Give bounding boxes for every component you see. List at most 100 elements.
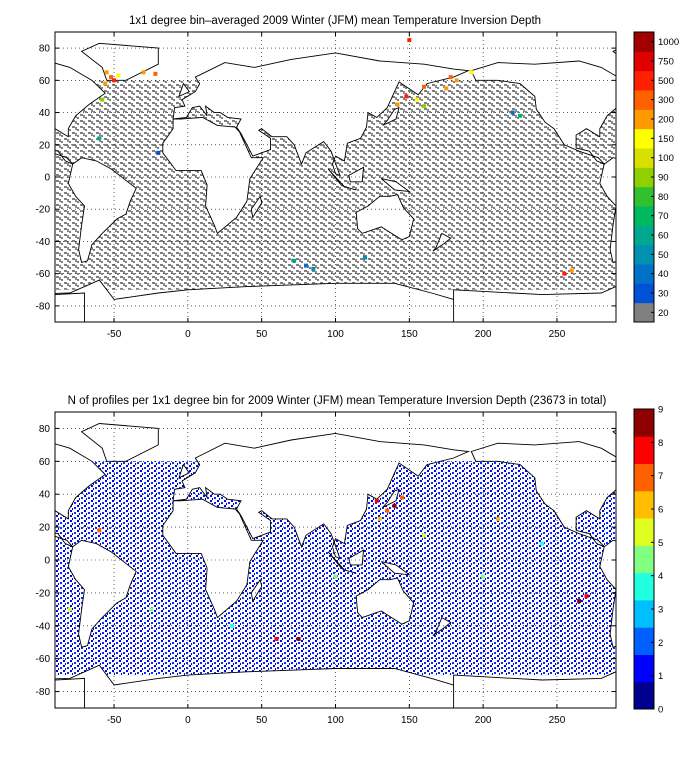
map-top: -50 0 50 100 150 200 250 -80 -60 -40 -20 0 20 40 60 80 [36,31,617,340]
land-mass [348,549,365,566]
land-mass [80,423,159,462]
colorbar-segment [634,654,654,683]
colorbar-label: 3 [658,605,663,616]
colorbar-segment [634,436,654,465]
colorbar-label: 60 [658,231,669,242]
data-bin [422,533,427,538]
colorbar-segment [634,109,654,130]
colorbar-frame [633,408,655,710]
data-bin [377,516,382,521]
land-mass [55,677,85,708]
data-bin [141,70,146,75]
colorbar-label: 20 [658,308,669,319]
y-tick-label: 60 [39,457,51,468]
land-mass [612,429,616,435]
land-mass [55,292,85,322]
land-mass [355,194,415,241]
colorbar-label: 150 [658,134,674,145]
data-bin [469,70,474,75]
data-bin [562,271,567,276]
land-mass [381,178,411,193]
data-bin [481,574,486,579]
colorbar-segment [634,264,654,284]
colorbar-segment [634,463,654,492]
colorbar-label: 1000 [658,37,679,48]
colorbar-segment [634,186,654,207]
x-tick-label: 150 [401,715,418,726]
x-tick-label: 250 [549,329,566,340]
data-bin [148,607,153,612]
colorbar-segment [634,244,654,265]
land-mass [453,671,616,708]
colorbar-bottom: 0 1 2 3 4 5 6 7 8 9 [633,405,663,716]
y-tick-label: -40 [36,237,51,248]
land-mass [348,166,365,183]
y-tick-label: -20 [36,205,51,216]
y-tick-label: -20 [36,588,51,599]
colorbar-label: 2 [658,638,663,649]
x-tick-label: 0 [185,329,191,340]
colorbar-segment [634,283,654,304]
land-mass [80,42,159,81]
data-bin [112,78,117,83]
colorbar-label: 200 [658,115,674,126]
data-bin [97,136,102,141]
x-tick-label: 0 [185,715,191,726]
panel-bottom: N of profiles per 1x1 degree bin for 200… [36,395,664,726]
data-bin [404,94,409,99]
y-tick-label: 20 [39,140,51,151]
colorbar-segment [634,167,654,188]
colorbar-segment [634,681,654,710]
land-mass [178,82,190,98]
x-tick-label: 100 [327,715,344,726]
colorbar-segment [634,206,654,226]
data-bin [363,255,368,260]
land-mass [344,569,357,574]
data-bin [333,574,338,579]
data-bin [495,516,500,521]
data-bin [569,268,574,273]
land-mass [612,49,616,55]
colorbar-label: 90 [658,173,669,184]
data-bin [374,498,379,503]
colorbar-label: 70 [658,211,669,222]
y-tick-label: -80 [36,687,51,698]
data-bin [230,623,235,628]
y-tick-label: 20 [39,523,51,534]
colorbar-label: 6 [658,505,663,516]
land-mass [453,286,616,322]
land-mass [344,186,357,191]
colorbar-segment [634,490,654,519]
land-mass [250,578,263,603]
data-bin [296,636,301,641]
y-tick-label: 40 [39,490,51,501]
data-bin [104,70,109,75]
land-mass [67,157,137,263]
colorbar-label: 0 [658,705,663,716]
colorbar-segment [634,599,654,628]
land-mass [250,195,263,219]
data-bin [577,599,582,604]
colorbar-label: 4 [658,571,663,582]
data-bin [518,113,523,118]
map-bottom: -50 0 50 100 150 200 250 -80 -60 -40 -20 0 20 40 60 80 [36,411,617,726]
colorbar-segment [634,409,654,437]
land-mass [172,432,471,560]
colorbar-segment [634,302,654,323]
colorbar-segment [634,545,654,574]
land-mass [67,539,137,648]
colorbar-label: 30 [658,289,669,300]
data-bin [540,541,545,546]
colorbar-label: 300 [658,95,674,106]
data-bin [109,75,114,80]
land-mass [382,488,400,508]
data-bin [311,266,316,271]
data-bin [97,528,102,533]
data-bin [407,38,412,43]
y-tick-label: -60 [36,654,51,665]
data-bin [399,495,404,500]
colorbar-label: 50 [658,250,669,261]
colorbar-label: 40 [658,269,669,280]
colorbar-segment [634,51,654,72]
x-tick-label: 200 [475,715,492,726]
